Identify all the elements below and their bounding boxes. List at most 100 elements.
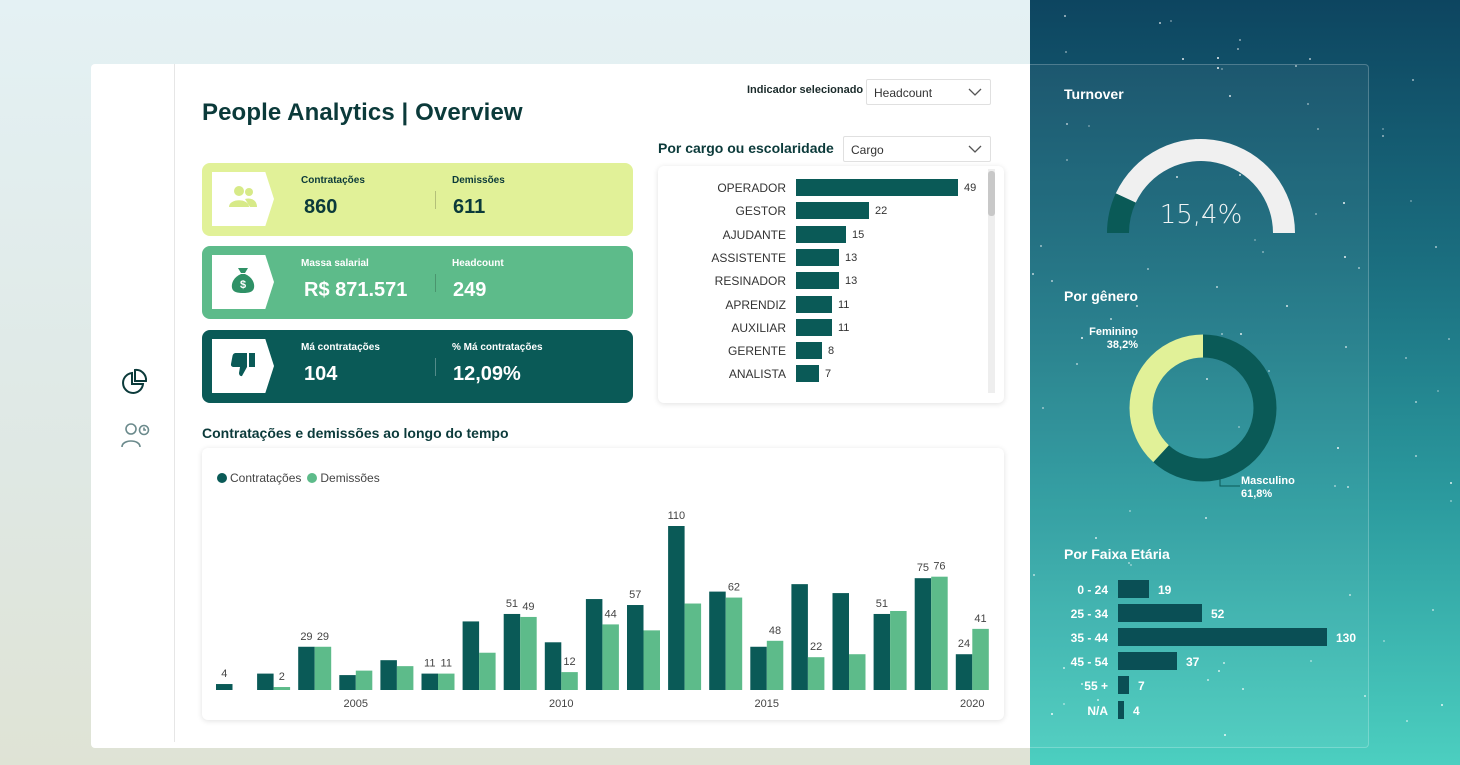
page-title: People Analytics | Overview: [202, 99, 523, 126]
bar-demissoes[interactable]: [807, 657, 825, 690]
bar-data-label: 49: [522, 601, 534, 613]
bar-demissoes[interactable]: [725, 597, 743, 690]
star-decoration: [1337, 447, 1339, 449]
star-decoration: [1412, 79, 1414, 81]
star-decoration: [1364, 695, 1366, 697]
age-row-label: 25 - 34: [1070, 607, 1108, 622]
timeline-legend: Contratações Demissões: [217, 471, 380, 485]
cargo-select[interactable]: Cargo: [843, 136, 991, 162]
star-decoration: [1295, 65, 1297, 67]
cargo-bar[interactable]: [796, 248, 839, 266]
cargo-bar[interactable]: [796, 342, 822, 360]
bar-contratacoes[interactable]: [216, 684, 233, 690]
cargo-bar[interactable]: [796, 202, 869, 220]
star-decoration: [1415, 455, 1417, 457]
bar-demissoes[interactable]: [520, 616, 537, 690]
bar-demissoes[interactable]: [890, 610, 907, 690]
age-row-value: 19: [1158, 583, 1172, 597]
bar-demissoes[interactable]: [972, 628, 989, 690]
bar-data-label: 57: [629, 589, 641, 601]
kpi-right-label: Headcount: [452, 258, 504, 269]
indicator-select[interactable]: Headcount: [866, 79, 991, 105]
bar-demissoes[interactable]: [396, 666, 414, 690]
user-clock-icon[interactable]: [120, 421, 152, 454]
star-decoration: [1064, 15, 1066, 17]
bar-demissoes[interactable]: [643, 630, 661, 690]
cargo-bar[interactable]: [796, 295, 832, 313]
star-decoration: [1223, 662, 1225, 664]
bar-demissoes[interactable]: [355, 670, 373, 690]
star-decoration: [1240, 333, 1242, 335]
age-row-label: N/A: [1087, 703, 1108, 718]
cargo-title: Por cargo ou escolaridade: [658, 140, 834, 156]
cargo-row-value: 22: [875, 205, 888, 218]
age-bar[interactable]: [1118, 700, 1124, 719]
bar-data-label: 12: [563, 656, 575, 668]
bar-contratacoes[interactable]: [709, 591, 726, 690]
cargo-row-label: GERENTE: [727, 344, 786, 359]
cargo-bar[interactable]: [796, 225, 846, 243]
kpi-right-value: 12,09%: [453, 363, 521, 385]
bar-contratacoes[interactable]: [832, 593, 850, 690]
bar-demissoes[interactable]: [931, 576, 948, 690]
x-tick-label: 2010: [549, 698, 573, 710]
bar-contratacoes[interactable]: [257, 673, 274, 690]
star-decoration: [1066, 123, 1068, 125]
bar-contratacoes[interactable]: [955, 654, 973, 690]
bar-contratacoes[interactable]: [298, 646, 315, 690]
cargo-bar[interactable]: [796, 365, 819, 383]
age-bar[interactable]: [1118, 628, 1327, 647]
bar-demissoes[interactable]: [684, 603, 702, 690]
bar-contratacoes[interactable]: [380, 660, 397, 690]
pie-chart-icon[interactable]: [120, 368, 148, 401]
bar-contratacoes[interactable]: [421, 673, 439, 690]
bar-demissoes[interactable]: [849, 654, 866, 690]
bar-demissoes[interactable]: [479, 652, 496, 690]
bar-demissoes[interactable]: [438, 673, 455, 690]
scrollbar-track[interactable]: [988, 169, 995, 393]
bar-contratacoes[interactable]: [914, 578, 932, 690]
age-bar[interactable]: [1118, 580, 1149, 598]
chevron-down-icon: [968, 88, 982, 96]
bar-demissoes[interactable]: [766, 640, 784, 690]
bar-contratacoes[interactable]: [585, 599, 603, 690]
turnover-title: Turnover: [1064, 86, 1124, 102]
bar-demissoes[interactable]: [314, 646, 332, 690]
bar-contratacoes[interactable]: [462, 621, 480, 690]
bar-contratacoes[interactable]: [503, 613, 521, 690]
star-decoration: [1349, 594, 1351, 596]
scrollbar-thumb[interactable]: [988, 171, 995, 216]
star-decoration: [1033, 574, 1035, 576]
star-decoration: [1448, 338, 1450, 340]
cargo-bar[interactable]: [796, 272, 839, 290]
bar-demissoes[interactable]: [561, 672, 578, 690]
chevron-down-icon: [968, 145, 982, 153]
donut-slice-feminino[interactable]: [1129, 334, 1277, 482]
bar-contratacoes[interactable]: [791, 584, 808, 690]
bar-contratacoes[interactable]: [750, 646, 767, 690]
age-bar[interactable]: [1118, 652, 1177, 671]
star-decoration: [1170, 20, 1172, 22]
star-decoration: [1205, 517, 1207, 519]
bar-contratacoes[interactable]: [544, 642, 562, 690]
legend-item-contratacoes[interactable]: Contratações: [217, 471, 301, 485]
star-decoration: [1110, 318, 1112, 320]
star-decoration: [1229, 95, 1231, 97]
cargo-select-value: Cargo: [851, 143, 884, 157]
bar-data-label: 62: [728, 582, 740, 594]
bar-demissoes[interactable]: [273, 687, 291, 690]
star-decoration: [1334, 485, 1336, 487]
bar-contratacoes[interactable]: [339, 675, 356, 690]
bar-contratacoes[interactable]: [627, 605, 644, 690]
cargo-bar[interactable]: [796, 179, 958, 196]
bar-demissoes[interactable]: [602, 624, 619, 690]
gender-pct: 61,8%: [1241, 488, 1273, 500]
bar-contratacoes[interactable]: [873, 613, 891, 690]
age-bar[interactable]: [1118, 604, 1202, 623]
cargo-bar[interactable]: [796, 318, 832, 336]
age-bar[interactable]: [1118, 676, 1129, 695]
legend-item-demissoes[interactable]: Demissões: [307, 471, 380, 485]
star-decoration: [1040, 245, 1042, 247]
bar-contratacoes[interactable]: [668, 526, 685, 690]
star-decoration: [1358, 267, 1360, 269]
